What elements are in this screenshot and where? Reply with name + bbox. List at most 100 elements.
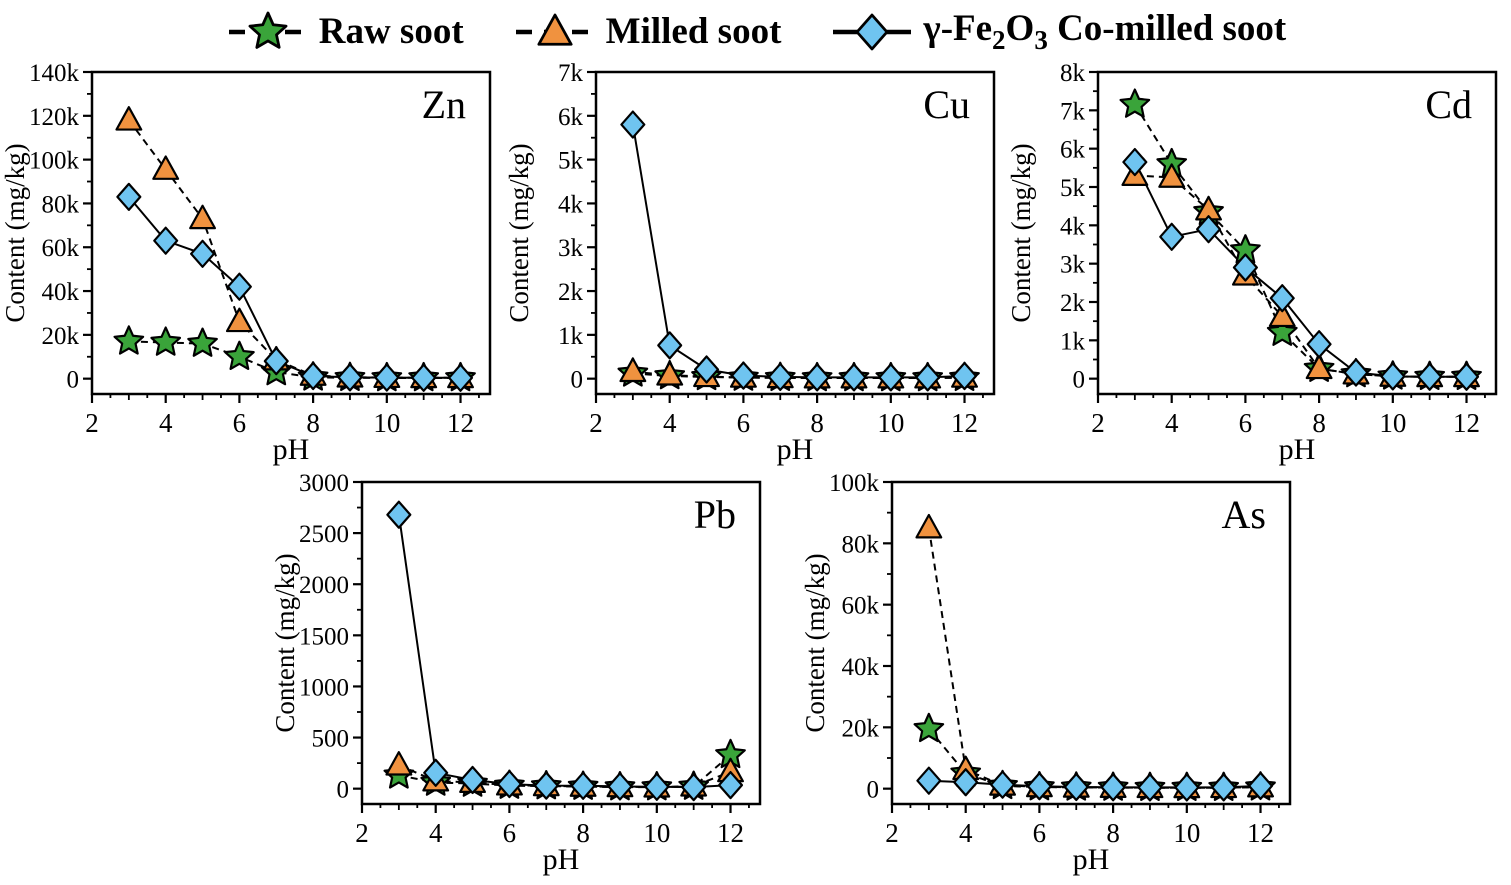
x-tick-label: 4 [1165,408,1179,438]
diamond-marker [386,500,412,529]
diamond-marker [878,363,904,392]
star-marker [150,326,182,356]
diamond-marker [153,226,179,255]
x-tick-label: 2 [1091,408,1105,438]
plot-frame [1096,70,1498,396]
y-axis-label: Content (mg/kg) [2,143,30,322]
y-tick-label: 5k [1060,175,1086,202]
diamond-marker [915,363,941,392]
series-line-co-milled-soot [397,514,731,789]
chart-canvas-as: 2 4 6 8 10 12 0 20k 40k 60k 80k 100k pH Content (mg/k… [800,470,1292,876]
y-tick-label: 140k [29,60,80,87]
legend-label-raw-soot: Raw soot [318,10,464,52]
x-tick-label: 12 [951,408,978,438]
y-tick-label: 0 [1073,367,1086,394]
x-tick-label: 6 [233,408,247,438]
series-line-raw-soot [928,728,1261,789]
triangle-marker [385,751,413,776]
y-tick-label: 0 [867,777,880,804]
series-line-co-milled-soot [928,779,1261,789]
chart-canvas-zn: 2 4 6 8 10 12 0 20k 40k 60k 80k 100k 120k 140k pH Conte… [0,60,492,466]
diamond-marker [1196,215,1222,244]
chart-title: Cu [923,82,970,127]
star-marker [1119,88,1151,118]
star-marker [113,325,145,355]
series-line-raw-soot [1134,104,1467,378]
y-tick-label: 20k [42,323,80,350]
chart-cu: 2 4 6 8 10 12 0 1k 2k 3k 4k 5k 6k 7k pH Content (mg/kg)… [504,60,1006,470]
diamond-marker [694,355,720,384]
y-tick-label: 80k [42,191,80,218]
diamond-marker [1269,284,1295,313]
y-axis-label: Content (mg/kg) [1008,143,1036,322]
y-tick-label: 6k [558,104,584,131]
triangle-marker [1268,302,1296,328]
y-tick-label: 0 [67,367,80,394]
diamond-marker [570,771,596,800]
diamond-marker [1232,253,1258,282]
x-tick-label: 10 [877,408,904,438]
y-tick-label: 5k [558,148,584,175]
legend-item-raw-soot: Raw soot [225,5,464,57]
diamond-marker [1100,773,1126,802]
x-axis-label: pH [1279,433,1316,466]
y-tick-label: 7k [1060,98,1086,125]
diamond-marker [300,361,326,391]
x-tick-label: 12 [447,408,474,438]
y-tick-label: 40k [842,654,880,681]
y-tick-label: 6k [1060,137,1086,164]
triangle-marker [152,155,180,180]
x-tick-label: 8 [1312,408,1326,438]
x-tick-label: 10 [643,818,670,848]
legend-item-co-milled-soot: γ-Fe2O3 Co-milled soot [829,5,1286,57]
series-line-milled-soot [927,527,1261,789]
y-tick-label: 1000 [299,674,349,701]
diamond-marker [1063,772,1089,802]
diamond-marker [226,272,252,301]
diamond-marker [1343,358,1369,387]
chart-title: Zn [422,82,466,127]
y-tick-label: 1500 [299,623,349,650]
x-tick-label: 6 [1239,408,1253,438]
diamond-marker [263,347,289,376]
x-tick-label: 6 [503,818,517,848]
diamond-marker [644,772,670,801]
plot-frame [890,480,1292,806]
chart-title: As [1222,492,1266,537]
diamond-marker [447,363,474,392]
diamond-marker [411,363,437,392]
chart-canvas-cu: 2 4 6 8 10 12 0 1k 2k 3k 4k 5k 6k 7k pH Content (mg/kg)… [504,60,996,466]
y-tick-label: 2k [558,279,584,306]
x-tick-label: 12 [1247,818,1274,848]
diamond-marker [190,239,216,268]
x-tick-label: 8 [1106,818,1120,848]
diamond-marker [1122,147,1148,177]
plot-frame [594,70,996,396]
diamond-marker [620,110,646,139]
chart-legend: Raw soot Milled soot γ-Fe2O3 Co-milled soo… [0,2,1511,60]
diamond-marker [951,361,978,391]
y-tick-label: 60k [42,235,80,262]
x-tick-label: 10 [1173,818,1200,848]
y-tick-label: 2500 [299,521,349,548]
y-tick-label: 100k [29,148,80,175]
y-axis-label: Content (mg/kg) [802,553,830,732]
x-tick-label: 4 [159,408,173,438]
y-tick-label: 500 [312,726,350,753]
x-tick-label: 12 [717,818,744,848]
triangle-marker [225,307,253,333]
y-axis-label: Content (mg/kg) [272,553,300,732]
y-tick-label: 4k [558,191,584,218]
x-tick-label: 2 [85,408,99,438]
x-tick-label: 4 [959,818,973,848]
x-tick-label: 8 [306,408,320,438]
y-tick-label: 7k [558,60,584,87]
x-axis-label: pH [273,433,310,466]
diamond-marker [681,773,707,802]
x-tick-label: 8 [576,818,590,848]
y-tick-label: 1k [1060,328,1086,355]
diamond-marker [116,182,142,211]
x-tick-label: 8 [810,408,824,438]
y-tick-label: 0 [571,367,584,394]
diamond-marker [916,766,942,795]
